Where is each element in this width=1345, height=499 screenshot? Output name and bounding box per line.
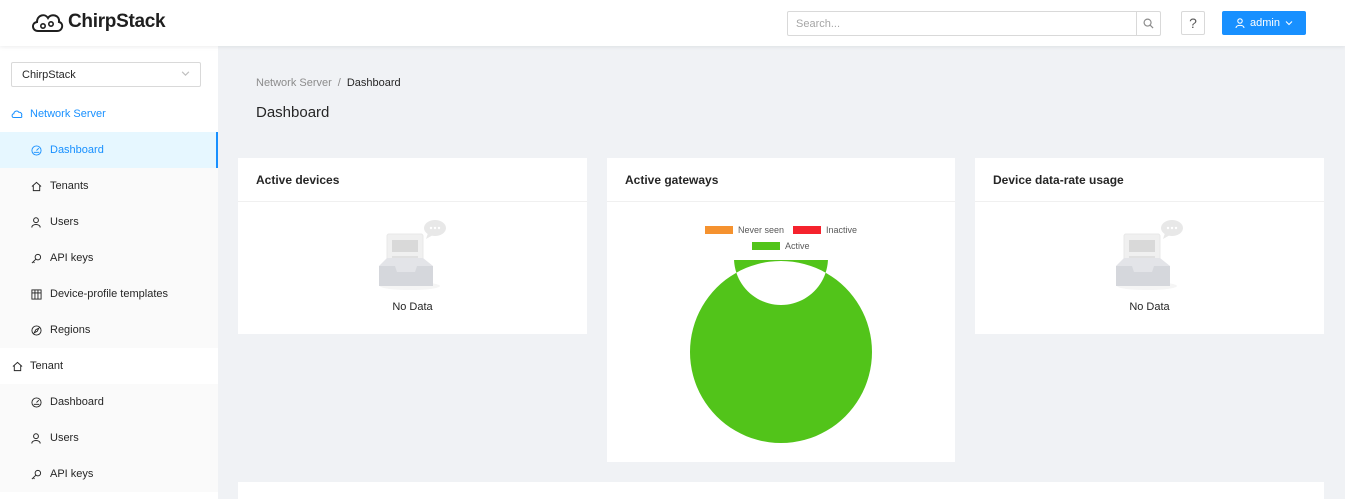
menu-item-ns-api-keys[interactable]: API keys (0, 240, 218, 276)
search-icon (1143, 18, 1154, 29)
user-menu-button[interactable]: admin (1222, 11, 1306, 35)
legend-swatch (705, 226, 733, 234)
bottom-card (238, 482, 1324, 499)
compass-icon (30, 324, 42, 336)
help-label: ? (1189, 15, 1197, 31)
menu-item-label: Device-profile templates (50, 288, 168, 300)
app-logo[interactable]: ChirpStack (30, 9, 166, 35)
menu-item-ns-users[interactable]: Users (0, 204, 218, 240)
breadcrumb: Network Server / Dashboard (256, 77, 401, 89)
menu-group-label: Network Server (30, 108, 106, 120)
menu-item-label: API keys (50, 468, 94, 480)
menu-item-ns-device-profile-templates[interactable]: Device-profile templates (0, 276, 218, 312)
legend-item-inactive[interactable]: Inactive (793, 225, 857, 235)
home-icon (30, 180, 42, 192)
menu-item-tenant-dashboard[interactable]: Dashboard (0, 384, 218, 420)
legend-label: Inactive (826, 225, 858, 235)
menu-item-label: Dashboard (50, 144, 104, 156)
legend-swatch (793, 226, 821, 234)
help-button[interactable]: ? (1181, 11, 1205, 35)
table-icon (30, 288, 42, 300)
chevron-down-icon (1285, 21, 1293, 26)
page-title: Dashboard (256, 104, 330, 121)
active-devices-card: Active devices No Data (238, 158, 587, 334)
menu-item-ns-dashboard[interactable]: Dashboard (0, 132, 218, 168)
empty-state-label: No Data (392, 301, 433, 313)
tenant-select[interactable]: ChirpStack (11, 62, 201, 87)
sidebar: ChirpStack Network Server Dashboard Tena… (0, 46, 218, 499)
menu-item-label: API keys (50, 252, 94, 264)
menu-item-label: Users (50, 432, 79, 444)
breadcrumb-network-server[interactable]: Network Server (256, 77, 332, 89)
legend-item-active[interactable]: Active (752, 241, 810, 251)
empty-state (975, 218, 1324, 295)
home-icon (11, 360, 23, 372)
cloud-logo-icon (32, 14, 64, 32)
search-box (787, 11, 1161, 36)
chevron-down-icon (181, 69, 190, 81)
menu-item-ns-regions[interactable]: Regions (0, 312, 218, 348)
menu-group-network-server[interactable]: Network Server (0, 96, 218, 132)
dashboard-icon (30, 396, 42, 408)
tenant-select-value: ChirpStack (22, 68, 76, 81)
user-icon (1235, 18, 1245, 28)
menu-item-tenant-users[interactable]: Users (0, 420, 218, 456)
empty-state-label: No Data (1129, 301, 1170, 313)
card-title: Device data-rate usage (975, 158, 1324, 202)
card-title: Active gateways (607, 158, 955, 202)
top-header: ChirpStack ? admin (0, 0, 1345, 46)
user-icon (30, 216, 42, 228)
active-gateways-card: Active gateways Never seen Inactive Acti… (607, 158, 955, 462)
gateways-donut-chart (689, 260, 872, 443)
legend-swatch (752, 242, 780, 250)
empty-inbox-icon (378, 220, 446, 290)
empty-state (238, 218, 587, 295)
data-rate-usage-card: Device data-rate usage No Data (975, 158, 1324, 334)
menu-item-label: Regions (50, 324, 91, 336)
user-name: admin (1250, 17, 1280, 29)
legend-item-never-seen[interactable]: Never seen (705, 225, 784, 235)
menu-group-label: Tenant (30, 360, 64, 372)
search-button[interactable] (1136, 12, 1160, 35)
legend-label: Active (785, 241, 810, 251)
breadcrumb-current: Dashboard (346, 77, 401, 89)
cloud-icon (11, 108, 23, 120)
breadcrumb-separator: / (337, 77, 341, 89)
card-title: Active devices (238, 158, 587, 202)
key-icon (30, 252, 42, 264)
menu-item-label: Users (50, 216, 79, 228)
donut-slice-active[interactable] (689, 260, 872, 443)
menu-group-tenant[interactable]: Tenant (0, 348, 218, 384)
empty-inbox-icon (1115, 220, 1183, 290)
key-icon (30, 468, 42, 480)
search-input[interactable] (788, 12, 1136, 35)
menu-item-label: Tenants (50, 180, 89, 192)
legend-label: Never seen (738, 225, 785, 235)
menu-item-ns-tenants[interactable]: Tenants (0, 168, 218, 204)
dashboard-icon (30, 144, 42, 156)
user-icon (30, 432, 42, 444)
menu-item-label: Dashboard (50, 396, 104, 408)
app-name: ChirpStack (68, 11, 166, 32)
menu-item-tenant-api-keys[interactable]: API keys (0, 456, 218, 492)
